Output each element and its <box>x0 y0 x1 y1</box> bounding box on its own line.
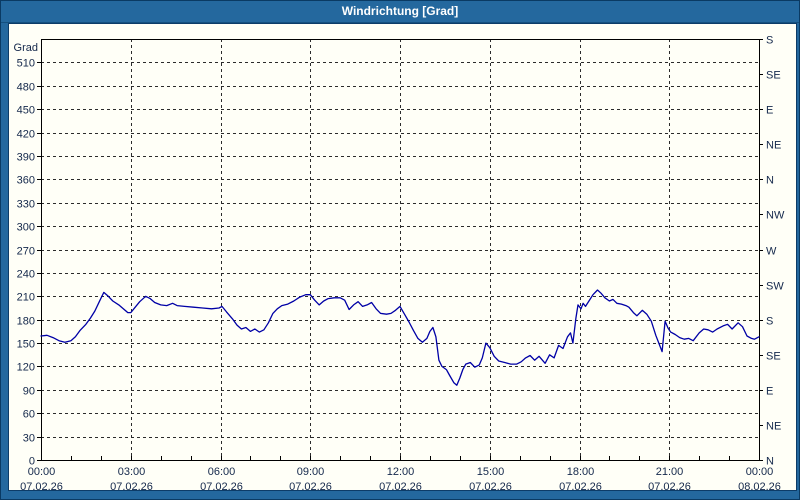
chart-panel <box>8 23 797 491</box>
window-title: Windrichtung [Grad] <box>341 4 459 18</box>
titlebar: Windrichtung [Grad] <box>1 1 799 23</box>
